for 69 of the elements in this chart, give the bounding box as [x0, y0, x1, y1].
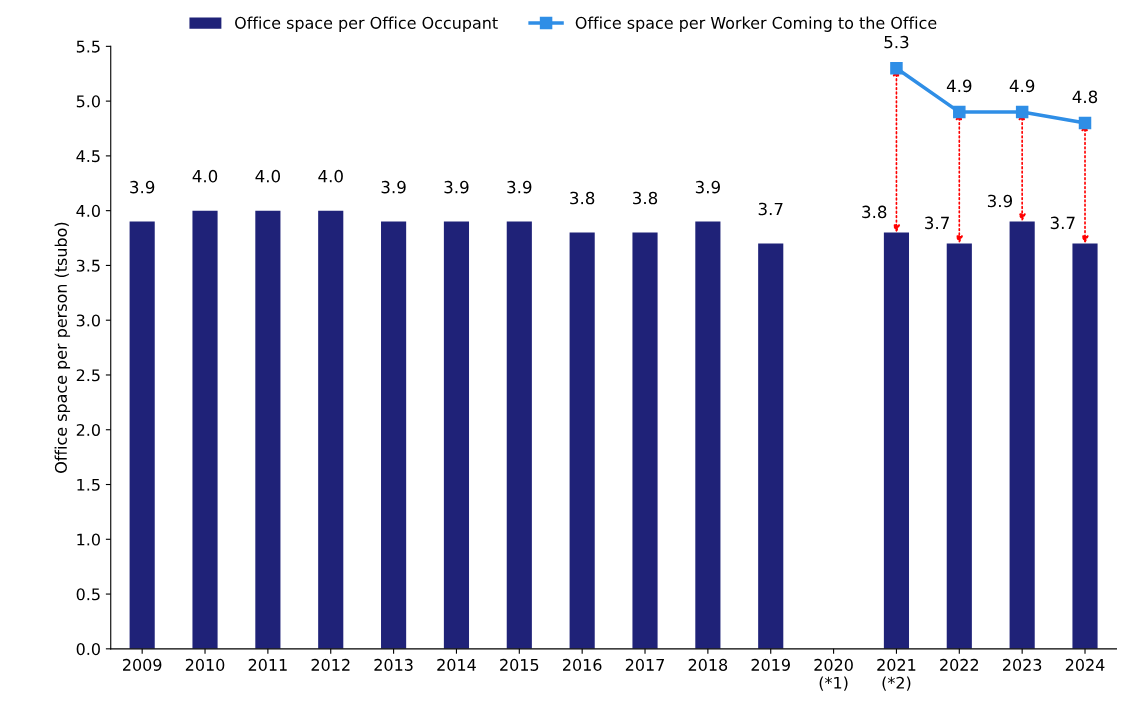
point: [1015, 105, 1029, 119]
bar: [255, 210, 281, 649]
data-label: 4.0: [255, 169, 281, 183]
x-tick-label: 2019: [751, 658, 790, 671]
data-label: 3.9: [507, 180, 532, 194]
x-tick-label: 2011: [248, 658, 287, 671]
bar: [1009, 221, 1035, 649]
x-tick-label: 2010: [185, 658, 225, 671]
bar: [318, 210, 344, 649]
bar: [1072, 243, 1098, 649]
legend-label: Office space per Worker Coming to the Office: [575, 16, 937, 32]
x-tick-label: 2009: [123, 658, 162, 671]
x-tick-label: 2021 (*2): [877, 658, 916, 691]
data-label: 4.8: [1072, 90, 1098, 104]
bar: [758, 243, 784, 649]
data-label: 4.0: [192, 169, 218, 183]
y-tick-label: 0.5: [76, 588, 100, 601]
bar: [569, 232, 595, 649]
y-tick-label: 2.0: [76, 423, 100, 437]
y-tick-label: 3.5: [76, 259, 100, 272]
y-tick-label: 3.0: [76, 314, 100, 327]
data-label: 4.9: [1009, 79, 1035, 93]
x-tick-label: 2018: [688, 658, 728, 671]
y-tick-label: 2.5: [76, 369, 100, 382]
x-tick-label: 2014: [437, 658, 476, 671]
x-tick-label: 2022: [940, 658, 979, 671]
x-tick-label: 2017: [625, 658, 664, 671]
bar: [506, 221, 532, 649]
y-tick-label: 5.5: [76, 40, 100, 53]
y-tick-label: 4.0: [76, 204, 100, 217]
data-label: 3.7: [1050, 216, 1075, 230]
x-tick-label: 2023: [1003, 658, 1042, 671]
x-tick-label: 2020 (*1): [814, 658, 853, 691]
bar: [381, 221, 407, 649]
data-label: 5.3: [884, 35, 909, 49]
bar: [192, 210, 218, 649]
data-label: 3.9: [695, 180, 720, 194]
data-label: 3.9: [444, 180, 469, 194]
data-label: 3.9: [987, 194, 1013, 208]
bar: [946, 243, 972, 649]
y-tick-label: 4.5: [76, 150, 100, 163]
y-axis-title: Office space per person (tsubo): [54, 222, 71, 473]
y-tick-label: 1.5: [77, 478, 100, 491]
data-label: 3.9: [381, 180, 406, 194]
x-tick-label: 2016: [563, 658, 602, 671]
bar: [883, 232, 910, 649]
point: [953, 105, 966, 119]
data-label: 3.9: [130, 180, 155, 194]
bar: [695, 221, 721, 649]
legend-label: Office space per Office Occupant: [235, 16, 498, 32]
data-label: 4.9: [946, 79, 972, 93]
bar: [632, 232, 658, 649]
point: [1078, 116, 1092, 130]
bar: [443, 221, 470, 649]
bar: [129, 221, 155, 649]
data-label: 3.8: [633, 191, 658, 205]
data-label: 3.8: [862, 205, 887, 219]
data-label: 3.8: [570, 191, 595, 205]
point: [890, 62, 903, 75]
y-tick-label: 0.0: [76, 643, 100, 656]
x-tick-label: 2012: [311, 658, 350, 671]
x-tick-label: 2015: [500, 658, 539, 671]
y-tick-label: 5.0: [76, 95, 100, 108]
data-label: 3.7: [925, 216, 949, 230]
data-label: 4.0: [318, 169, 343, 183]
data-label: 3.7: [758, 202, 783, 216]
y-tick-label: 1.0: [77, 533, 100, 546]
x-tick-label: 2024: [1065, 658, 1105, 671]
x-tick-label: 2013: [374, 658, 413, 671]
